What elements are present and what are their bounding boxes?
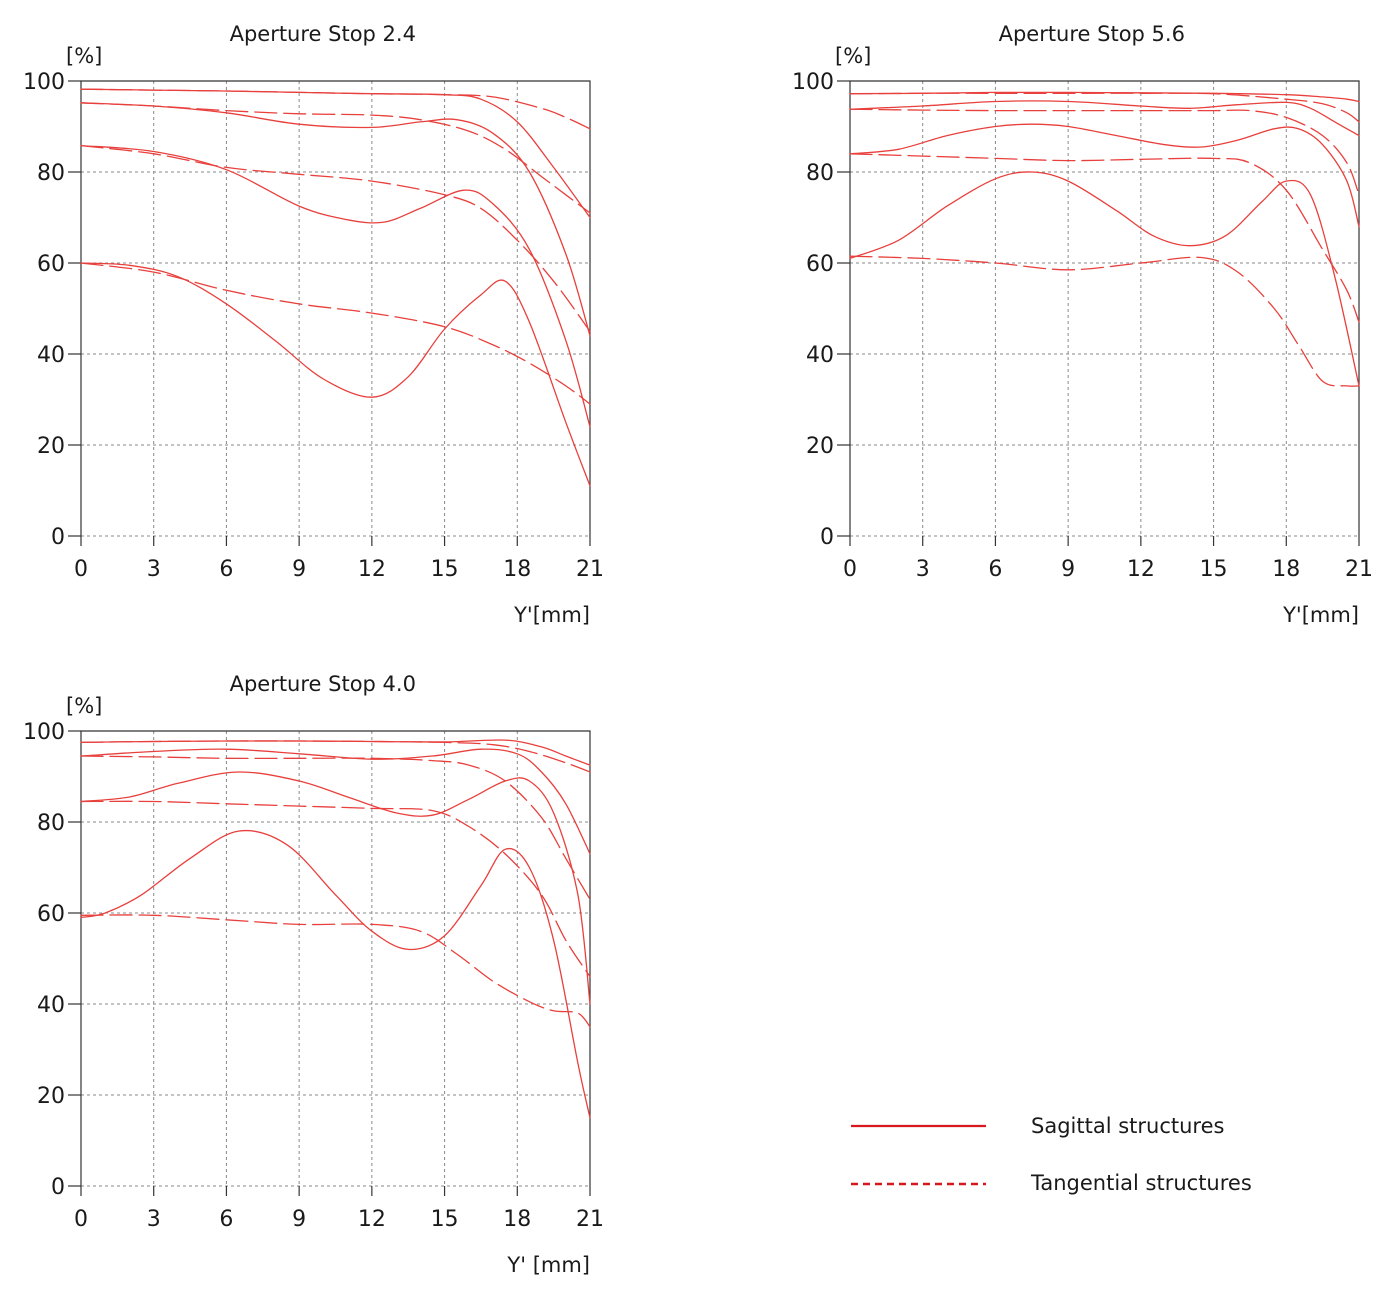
x-tick-label: 9 (292, 557, 306, 582)
plot-frame (849, 80, 1360, 536)
y-tick-label: 0 (51, 1175, 65, 1200)
tangential-curve (80, 755, 591, 901)
x-tick-label: 6 (988, 557, 1002, 582)
y-tick-label: 60 (37, 252, 65, 277)
x-tick-label: 3 (147, 557, 161, 582)
x-axis-label: Y'[mm] (513, 603, 590, 627)
x-tick-label: 15 (1200, 557, 1228, 582)
y-tick-label: 0 (820, 525, 834, 550)
y-tick-label: 40 (37, 343, 65, 368)
mtf-chart-aperture-5-6: Aperture Stop 5.6 [%] Y'[mm] 0 20 40 60 80 100 0 3… (792, 22, 1373, 627)
tangential-curve (849, 153, 1360, 323)
plot-frame (80, 730, 591, 1186)
x-tick-label: 12 (358, 1207, 386, 1232)
x-tick-label: 15 (431, 1207, 459, 1232)
sagittal-curve (80, 771, 591, 1005)
tangential-curve (80, 144, 591, 332)
y-axis-unit-label: [%] (835, 44, 871, 68)
mtf-chart-aperture-2-4: Aperture Stop 2.4 [%] Y'[mm] 0 20 40 60 80 100 0 3… (23, 22, 604, 627)
y-tick-label: 20 (37, 1084, 65, 1109)
y-tick-label: 100 (792, 70, 834, 95)
x-tick-label: 3 (916, 557, 930, 582)
x-tick-label: 18 (503, 557, 531, 582)
x-axis-label: Y' [mm] (506, 1253, 590, 1277)
x-tick-label: 18 (503, 1207, 531, 1232)
x-tick-label: 0 (74, 557, 88, 582)
y-axis-unit-label: [%] (66, 694, 102, 718)
chart-title: Aperture Stop 5.6 (999, 22, 1185, 46)
x-tick-label: 15 (431, 557, 459, 582)
tangential-curve (80, 800, 591, 978)
sagittal-curve (849, 123, 1360, 228)
chart-title: Aperture Stop 4.0 (230, 672, 416, 696)
x-tick-label: 3 (147, 1207, 161, 1232)
legend-tangential-label: Tangential structures (1030, 1171, 1252, 1195)
x-tick-label: 18 (1272, 557, 1300, 582)
sagittal-curve (849, 100, 1360, 137)
y-tick-label: 20 (806, 434, 834, 459)
sagittal-curve (849, 171, 1360, 387)
y-tick-label: 40 (806, 343, 834, 368)
x-tick-label: 9 (292, 1207, 306, 1232)
x-tick-label: 12 (358, 557, 386, 582)
tangential-curve (80, 88, 591, 130)
sagittal-curve (80, 144, 591, 428)
tangential-curve (849, 92, 1360, 123)
x-axis-label: Y'[mm] (1282, 603, 1359, 627)
x-tick-label: 21 (576, 557, 604, 582)
y-axis-unit-label: [%] (66, 44, 102, 68)
x-tick-label: 0 (843, 557, 857, 582)
sagittal-curve (80, 102, 591, 337)
x-tick-label: 6 (219, 1207, 233, 1232)
y-tick-label: 0 (51, 525, 65, 550)
y-tick-label: 60 (806, 252, 834, 277)
y-tick-label: 80 (37, 161, 65, 186)
tangential-curve (849, 255, 1360, 387)
tangential-curve (80, 262, 591, 405)
x-tick-label: 21 (576, 1207, 604, 1232)
y-tick-label: 80 (37, 811, 65, 836)
chart-title: Aperture Stop 2.4 (230, 22, 416, 46)
plot-frame (80, 80, 591, 536)
tangential-curve (849, 108, 1360, 196)
legend-sagittal-label: Sagittal structures (1031, 1114, 1224, 1138)
x-tick-label: 9 (1061, 557, 1075, 582)
tangential-curve (80, 914, 591, 1028)
sagittal-curve (80, 748, 591, 855)
sagittal-curve (80, 88, 591, 219)
legend: Sagittal structures Tangential structure… (851, 1114, 1252, 1195)
sagittal-curve (80, 829, 591, 1119)
y-tick-label: 80 (806, 161, 834, 186)
x-tick-label: 0 (74, 1207, 88, 1232)
x-tick-label: 21 (1345, 557, 1373, 582)
x-tick-label: 6 (219, 557, 233, 582)
tangential-curve (80, 102, 591, 214)
y-tick-label: 60 (37, 902, 65, 927)
x-tick-label: 12 (1127, 557, 1155, 582)
sagittal-curve (80, 262, 591, 487)
y-tick-label: 20 (37, 434, 65, 459)
y-tick-label: 40 (37, 993, 65, 1018)
y-tick-label: 100 (23, 720, 65, 745)
y-tick-label: 100 (23, 70, 65, 95)
tangential-curve (80, 740, 591, 773)
mtf-chart-aperture-4-0: Aperture Stop 4.0 [%] Y' [mm] 0 20 40 60 80 100 0… (23, 672, 604, 1277)
